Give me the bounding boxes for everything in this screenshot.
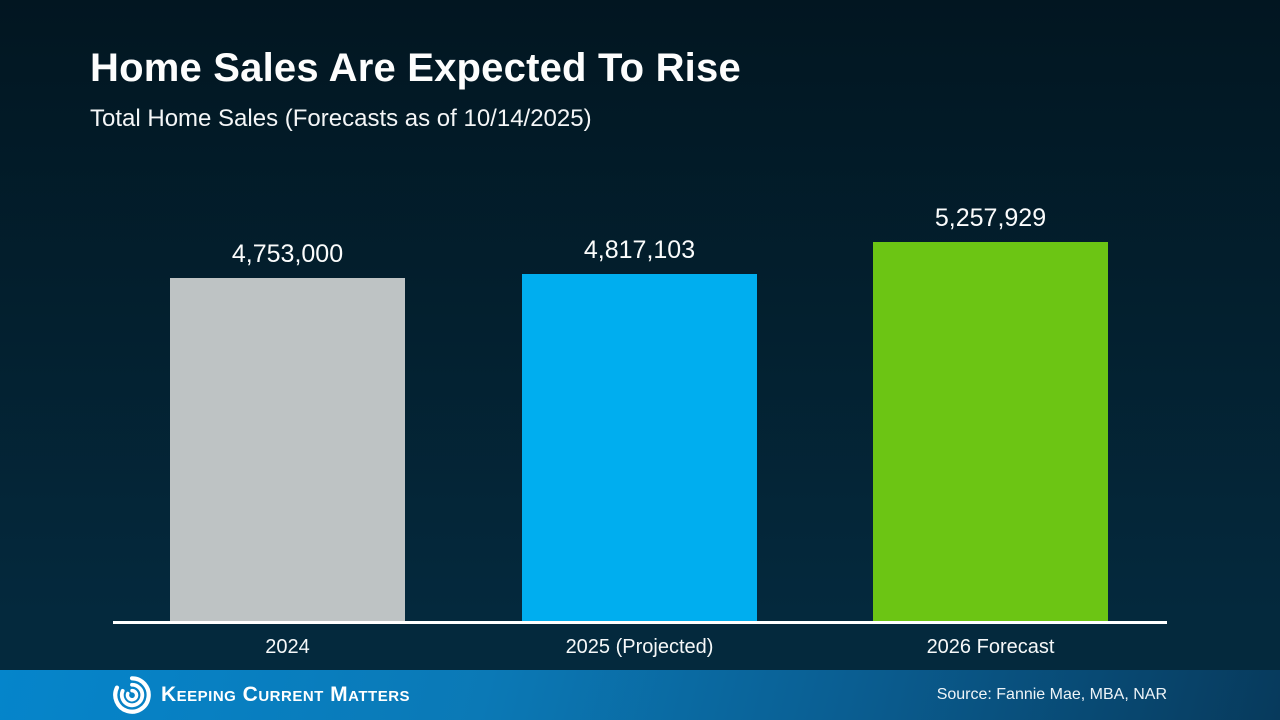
bar-value-label: 5,257,929 — [934, 204, 1047, 232]
bar-2024 — [170, 278, 405, 622]
category-label-2026: 2026 Forecast — [926, 636, 1055, 658]
source-attribution: Source: Fannie Mae, MBA, NAR — [936, 686, 1167, 703]
brand-logo: Keeping Current Matters — [113, 676, 410, 714]
page-title: Home Sales Are Expected To Rise — [90, 46, 741, 90]
category-label-2025: 2025 (Projected) — [565, 636, 714, 658]
bar-2026 — [873, 242, 1108, 622]
brand-name: Keeping Current Matters — [161, 683, 411, 706]
bar-value-label: 4,753,000 — [231, 240, 344, 268]
bar-group-2025: 4,817,103 — [522, 236, 757, 622]
bar-value-label: 4,817,103 — [583, 236, 696, 264]
kcm-spiral-icon — [113, 676, 151, 714]
bar-group-2024: 4,753,000 — [170, 240, 405, 622]
x-axis-baseline — [113, 621, 1167, 624]
footer-bar: Keeping Current Matters Source: Fannie M… — [0, 670, 1280, 720]
bar-group-2026: 5,257,929 — [873, 204, 1108, 622]
page-subtitle: Total Home Sales (Forecasts as of 10/14/… — [90, 105, 592, 132]
bar-2025 — [522, 274, 757, 622]
category-label-2024: 2024 — [265, 636, 310, 658]
